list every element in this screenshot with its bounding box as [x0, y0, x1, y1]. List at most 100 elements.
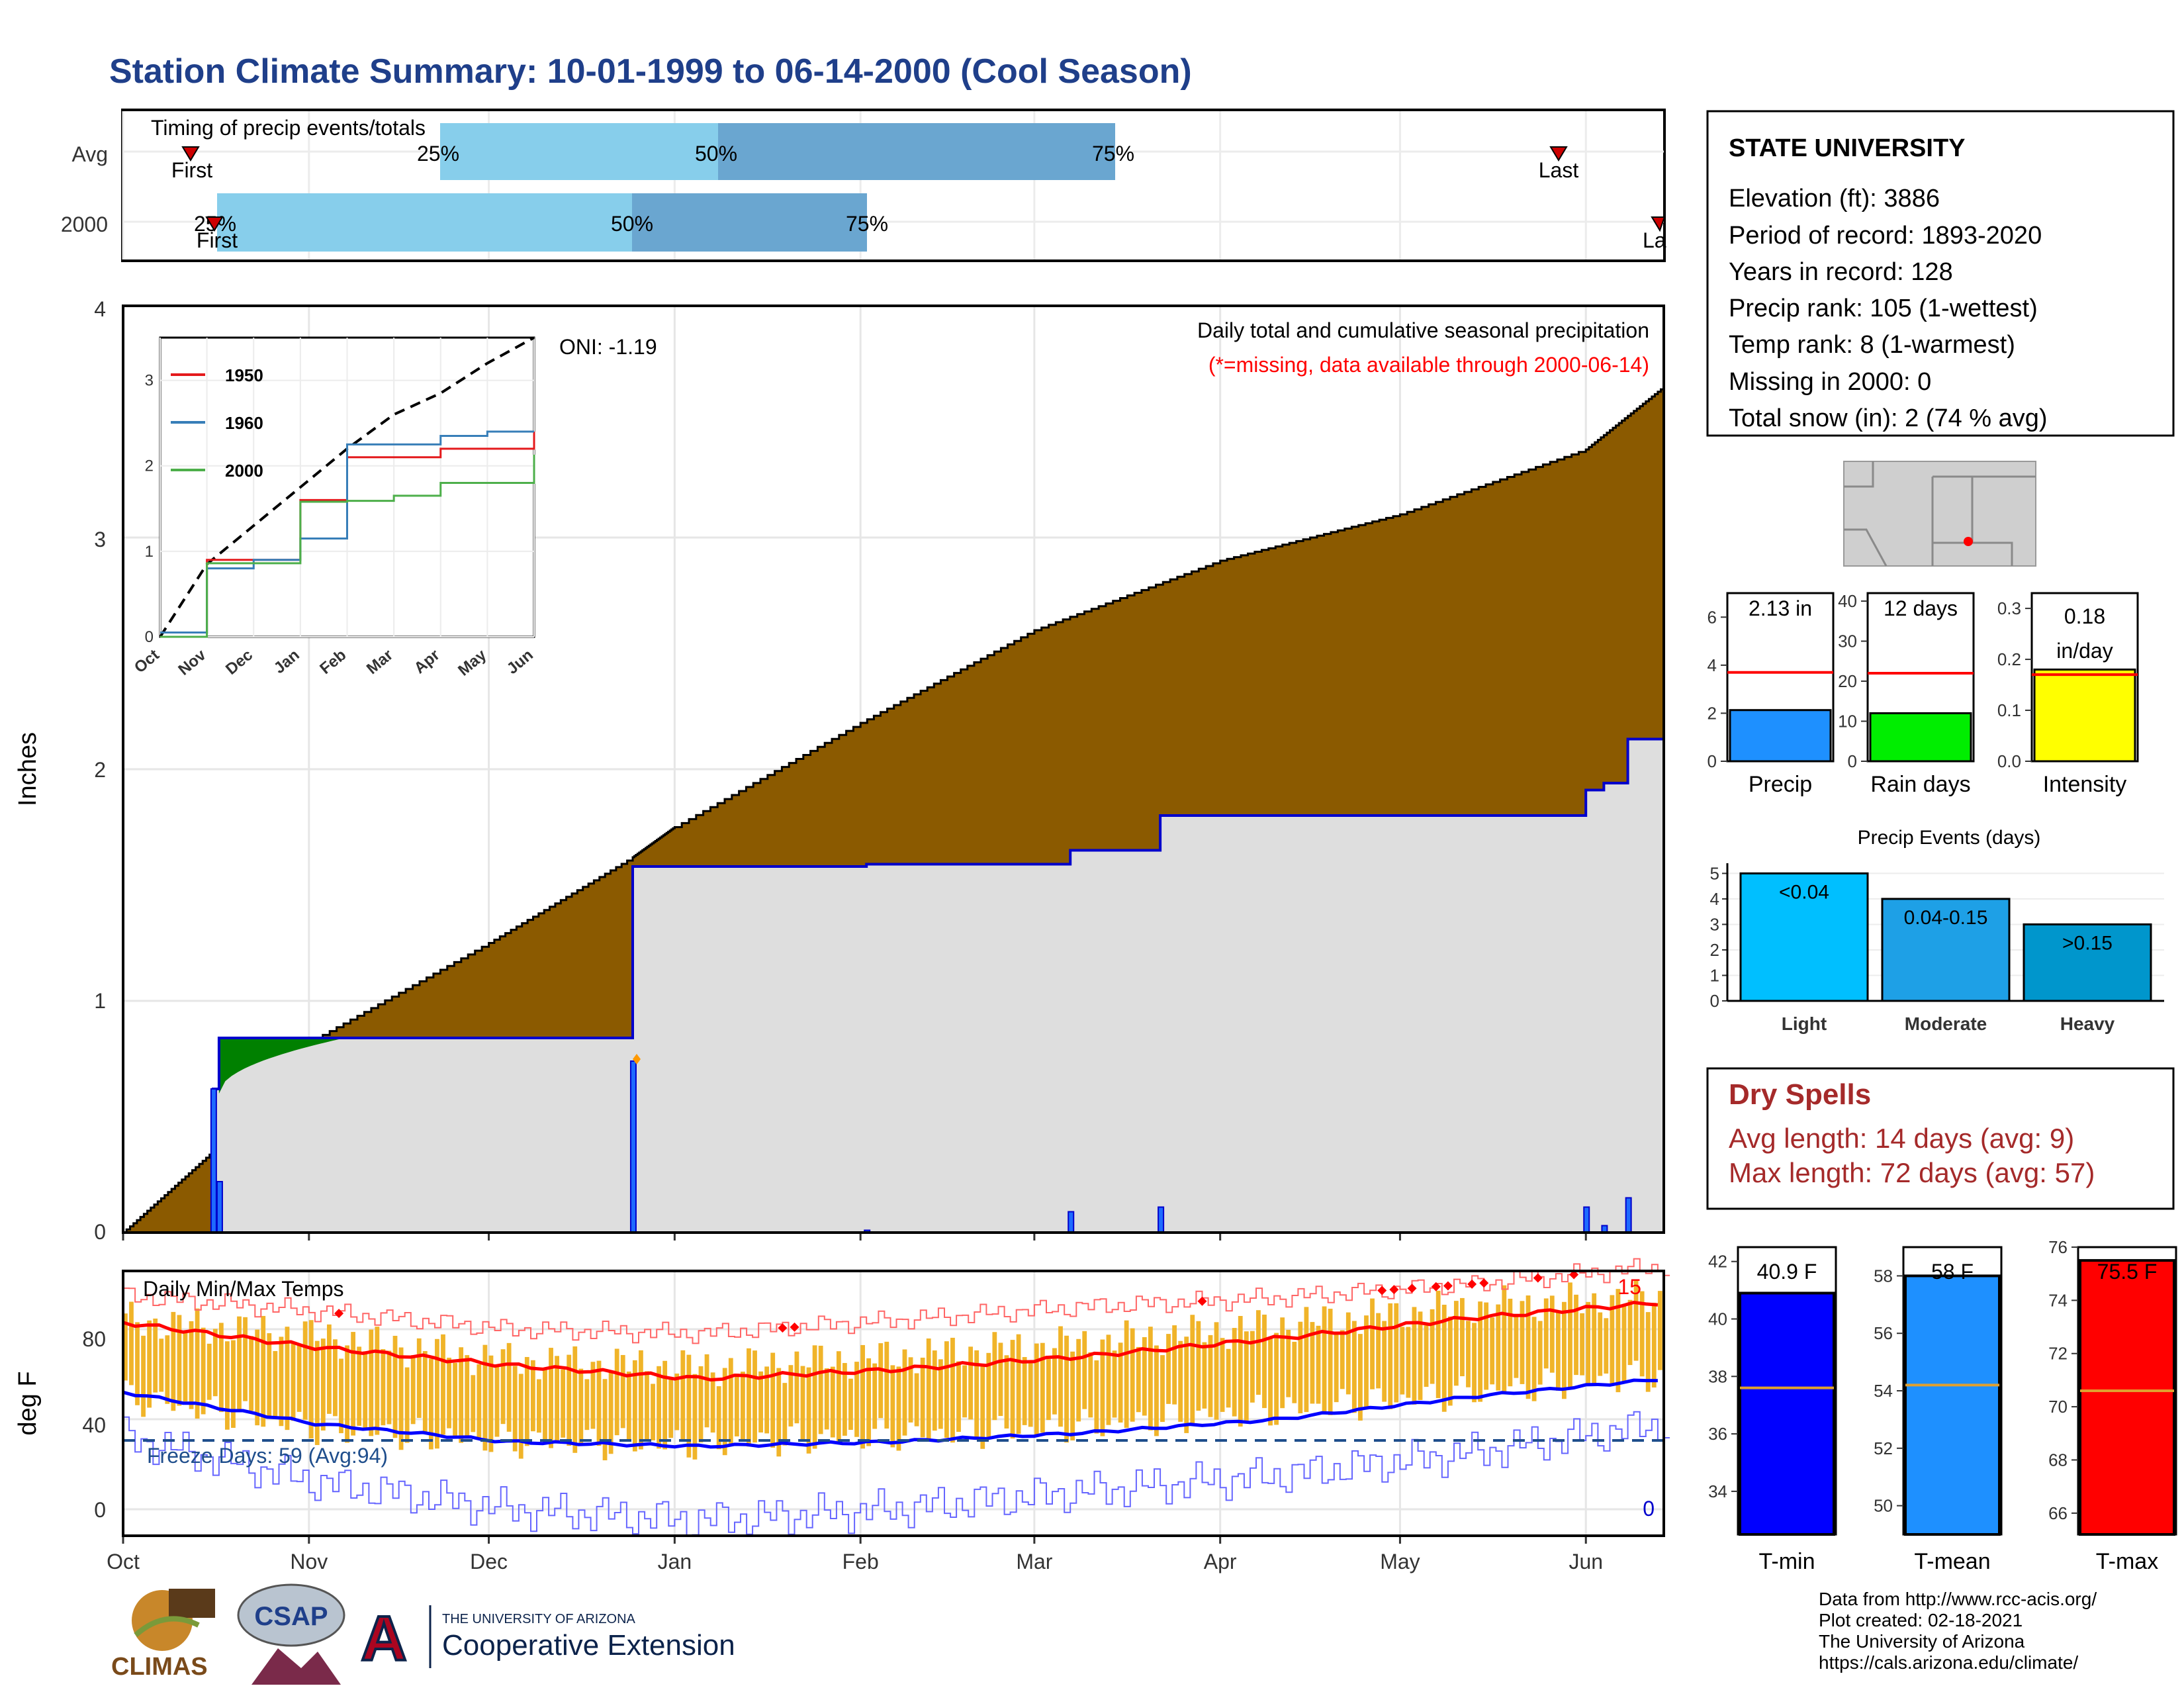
daily-temp-bar [135, 1322, 140, 1405]
daily-temp-bar [165, 1335, 170, 1404]
daily-temp-bar [1508, 1298, 1513, 1387]
daily-temp-bar [1627, 1299, 1633, 1366]
timing-panel: Timing of precip events/totals Avg 2000 … [61, 109, 1666, 262]
daily-temp-bar [1651, 1303, 1657, 1388]
climas-logo-mesa [169, 1589, 215, 1618]
dry-avg: Avg length: 14 days (avg: 9) [1729, 1123, 2074, 1154]
daily-temp-bar [686, 1354, 692, 1458]
daily-temp-bar [512, 1366, 518, 1452]
avg-last-label: Last [1539, 158, 1579, 182]
mini-bar-tick-label: 0 [1848, 751, 1857, 771]
csap-logo-cloud [237, 1583, 345, 1647]
events-bar-label: >0.15 [2062, 932, 2113, 954]
daily-temp-bar [902, 1349, 907, 1436]
daily-temp-bar [1441, 1305, 1447, 1412]
csap-logo: CSAP [237, 1583, 345, 1685]
daily-temp-bar [950, 1337, 955, 1443]
daily-temp-bar [794, 1351, 799, 1424]
daily-temp-bar [471, 1375, 476, 1432]
daily-temp-bar [1118, 1342, 1123, 1423]
daily-temp-bar [1088, 1352, 1093, 1418]
precip-note-missing: (*=missing, data available through 2000-… [1208, 353, 1649, 377]
daily-temp-bar [651, 1383, 655, 1440]
daily-temp-bar [1466, 1321, 1471, 1387]
surplus-area [218, 1038, 345, 1094]
daily-temp-bar [992, 1332, 997, 1421]
mini-bar-tick-label: 4 [1707, 655, 1717, 675]
temp-bar-tick-label: 34 [1708, 1481, 1727, 1501]
daily-temp-bar [878, 1343, 884, 1419]
daily-precip-bar [1583, 1206, 1590, 1233]
daily-temp-bar [273, 1350, 278, 1418]
daily-temp-bar [710, 1372, 715, 1433]
daily-temp-bar [824, 1368, 829, 1430]
daily-temp-bar [243, 1317, 248, 1401]
mini-bar-value: 0.18 [2064, 604, 2105, 628]
temp-xtick-label: Oct [107, 1550, 140, 1573]
daily-temp-bar [1514, 1314, 1519, 1378]
y2000-last-label: La [1643, 228, 1666, 252]
daily-temp-bar [842, 1363, 847, 1436]
daily-temp-bar [1016, 1334, 1021, 1434]
daily-temp-bar [1435, 1290, 1441, 1399]
temp-xtick-label: Jun [1569, 1550, 1603, 1573]
daily-temp-bar [764, 1366, 770, 1434]
daily-temp-bar [567, 1354, 572, 1446]
temp-bar-label: T-min [1759, 1549, 1815, 1574]
daily-temp-bar [189, 1321, 194, 1409]
inset-line-2000 [160, 454, 535, 638]
daily-temp-bar [1292, 1342, 1297, 1403]
daily-temp-bar [171, 1311, 176, 1411]
daily-temp-bar [381, 1349, 386, 1426]
ua-logo: A THE UNIVERSITY OF ARIZONA Cooperative … [359, 1602, 735, 1675]
daily-temp-bar [1645, 1312, 1651, 1392]
daily-temp-bar [488, 1355, 494, 1452]
daily-temp-bar [680, 1350, 686, 1440]
daily-precip-bar [1158, 1206, 1165, 1233]
daily-temp-bar [1070, 1351, 1075, 1440]
footer-line-0: Data from http://www.rcc-acis.org/ [1819, 1589, 2097, 1609]
daily-temp-bar [980, 1366, 985, 1449]
daily-temp-bar [410, 1355, 416, 1425]
footer-line-1: Plot created: 02-18-2021 [1819, 1610, 2023, 1630]
daily-temp-bar [1184, 1336, 1189, 1433]
locator-map [1843, 461, 2036, 567]
daily-temp-bar [1142, 1336, 1147, 1416]
daily-temp-bar [1178, 1340, 1183, 1422]
summary-bars: 0 2 4 6 2.13 in Precip 0 10 20 30 40 12 days Rain da… [1707, 591, 2139, 797]
temp-bar-label: T-max [2096, 1549, 2158, 1574]
avg-min-line [122, 1378, 1658, 1449]
temp-xtick-label: Nov [290, 1550, 328, 1573]
events-ytick: 0 [1710, 991, 1719, 1011]
daily-temp-bar [1328, 1309, 1333, 1415]
daily-temp-bar [1034, 1343, 1039, 1435]
daily-temp-bar [1250, 1331, 1255, 1403]
daily-temp-bar [537, 1379, 541, 1433]
daily-temp-bar [1280, 1317, 1285, 1409]
daily-temp-bar [1112, 1350, 1117, 1418]
daily-temp-bar [584, 1379, 590, 1430]
temp-bar-fill [2079, 1259, 2175, 1536]
csap-logo-text: CSAP [254, 1602, 328, 1631]
daily-temp-bar [1148, 1327, 1153, 1430]
daily-temp-bar [543, 1370, 547, 1444]
daily-temp-bar [962, 1365, 967, 1418]
temp-ytick-0: 0 [94, 1498, 106, 1522]
daily-temp-bar [741, 1372, 745, 1440]
avg-pct-50: 50% [695, 142, 737, 165]
y2000-bar-25-50 [217, 193, 632, 252]
daily-temp-bar [920, 1357, 925, 1438]
daily-temp-bar [908, 1357, 913, 1423]
daily-temp-bar [830, 1366, 835, 1438]
daily-temp-bar [404, 1367, 410, 1443]
mini-bar-tick-label: 10 [1838, 712, 1857, 731]
daily-temp-bar [153, 1318, 158, 1393]
daily-temp-bar [1376, 1313, 1381, 1389]
temp-bar-tick-label: 66 [2048, 1503, 2068, 1523]
precip-ytick-1: 1 [94, 989, 106, 1013]
daily-temp-bar [398, 1347, 404, 1450]
daily-temp-bar [1388, 1303, 1393, 1409]
ua-logo-small: THE UNIVERSITY OF ARIZONA [442, 1612, 636, 1626]
